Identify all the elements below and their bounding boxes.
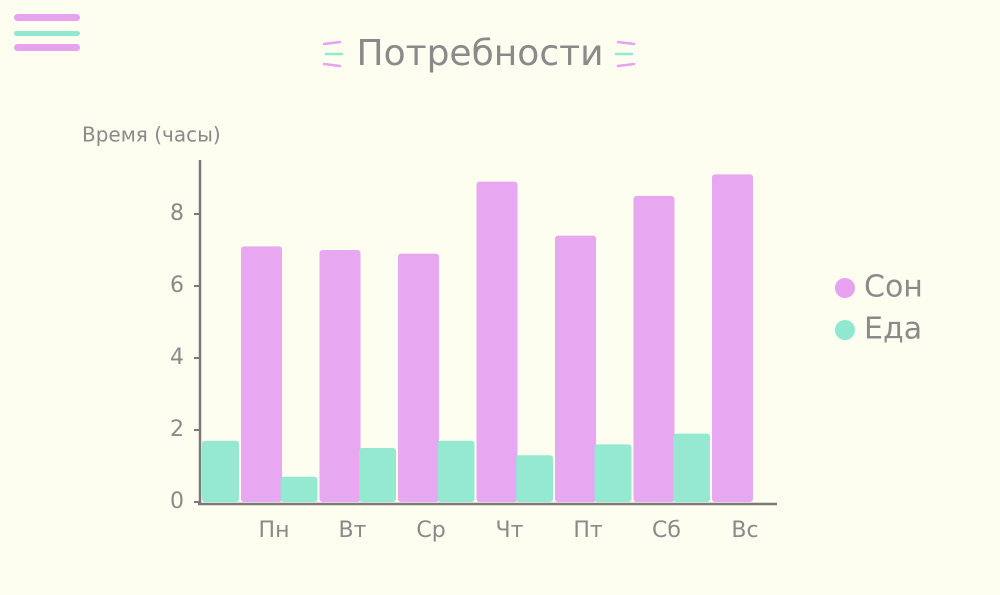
screen-title: Потребности: [357, 33, 604, 74]
bar: [633, 196, 675, 502]
bar: [555, 235, 596, 502]
x-tick-label: Сб: [652, 518, 681, 543]
bar: [476, 181, 518, 502]
y-tick-label: 6: [170, 273, 184, 298]
menu-line: [14, 14, 80, 21]
bar: [594, 444, 632, 502]
x-tick-label: Вт: [339, 518, 367, 543]
bar: [712, 174, 753, 502]
y-tick-label: 0: [170, 489, 184, 514]
x-tick-label: Пт: [573, 518, 603, 543]
x-tick-label: Пн: [259, 518, 290, 543]
y-tick-label: 8: [170, 201, 184, 226]
x-tick-label: Вс: [731, 518, 758, 543]
bar: [319, 250, 361, 502]
bar: [359, 448, 396, 502]
x-tick-label: Ср: [416, 518, 445, 543]
bar: [398, 253, 439, 502]
bar: [241, 246, 282, 502]
y-axis-label: Время (часы): [82, 123, 221, 147]
legend-swatch: [835, 320, 855, 340]
x-tick-label: Чт: [496, 518, 524, 543]
legend-label: Еда: [864, 312, 922, 347]
y-tick-label: 2: [170, 417, 184, 442]
legend-label: Сон: [864, 270, 923, 305]
bar: [516, 455, 553, 502]
y-tick-label: 4: [170, 345, 184, 370]
legend-swatch: [835, 278, 855, 298]
menu-line: [14, 44, 80, 51]
menu-button[interactable]: [14, 14, 80, 51]
bar: [437, 440, 475, 502]
bar: [280, 476, 318, 502]
title-decoration: [322, 40, 636, 68]
bar: [202, 440, 239, 502]
bar: [673, 433, 710, 502]
menu-line: [14, 31, 80, 36]
